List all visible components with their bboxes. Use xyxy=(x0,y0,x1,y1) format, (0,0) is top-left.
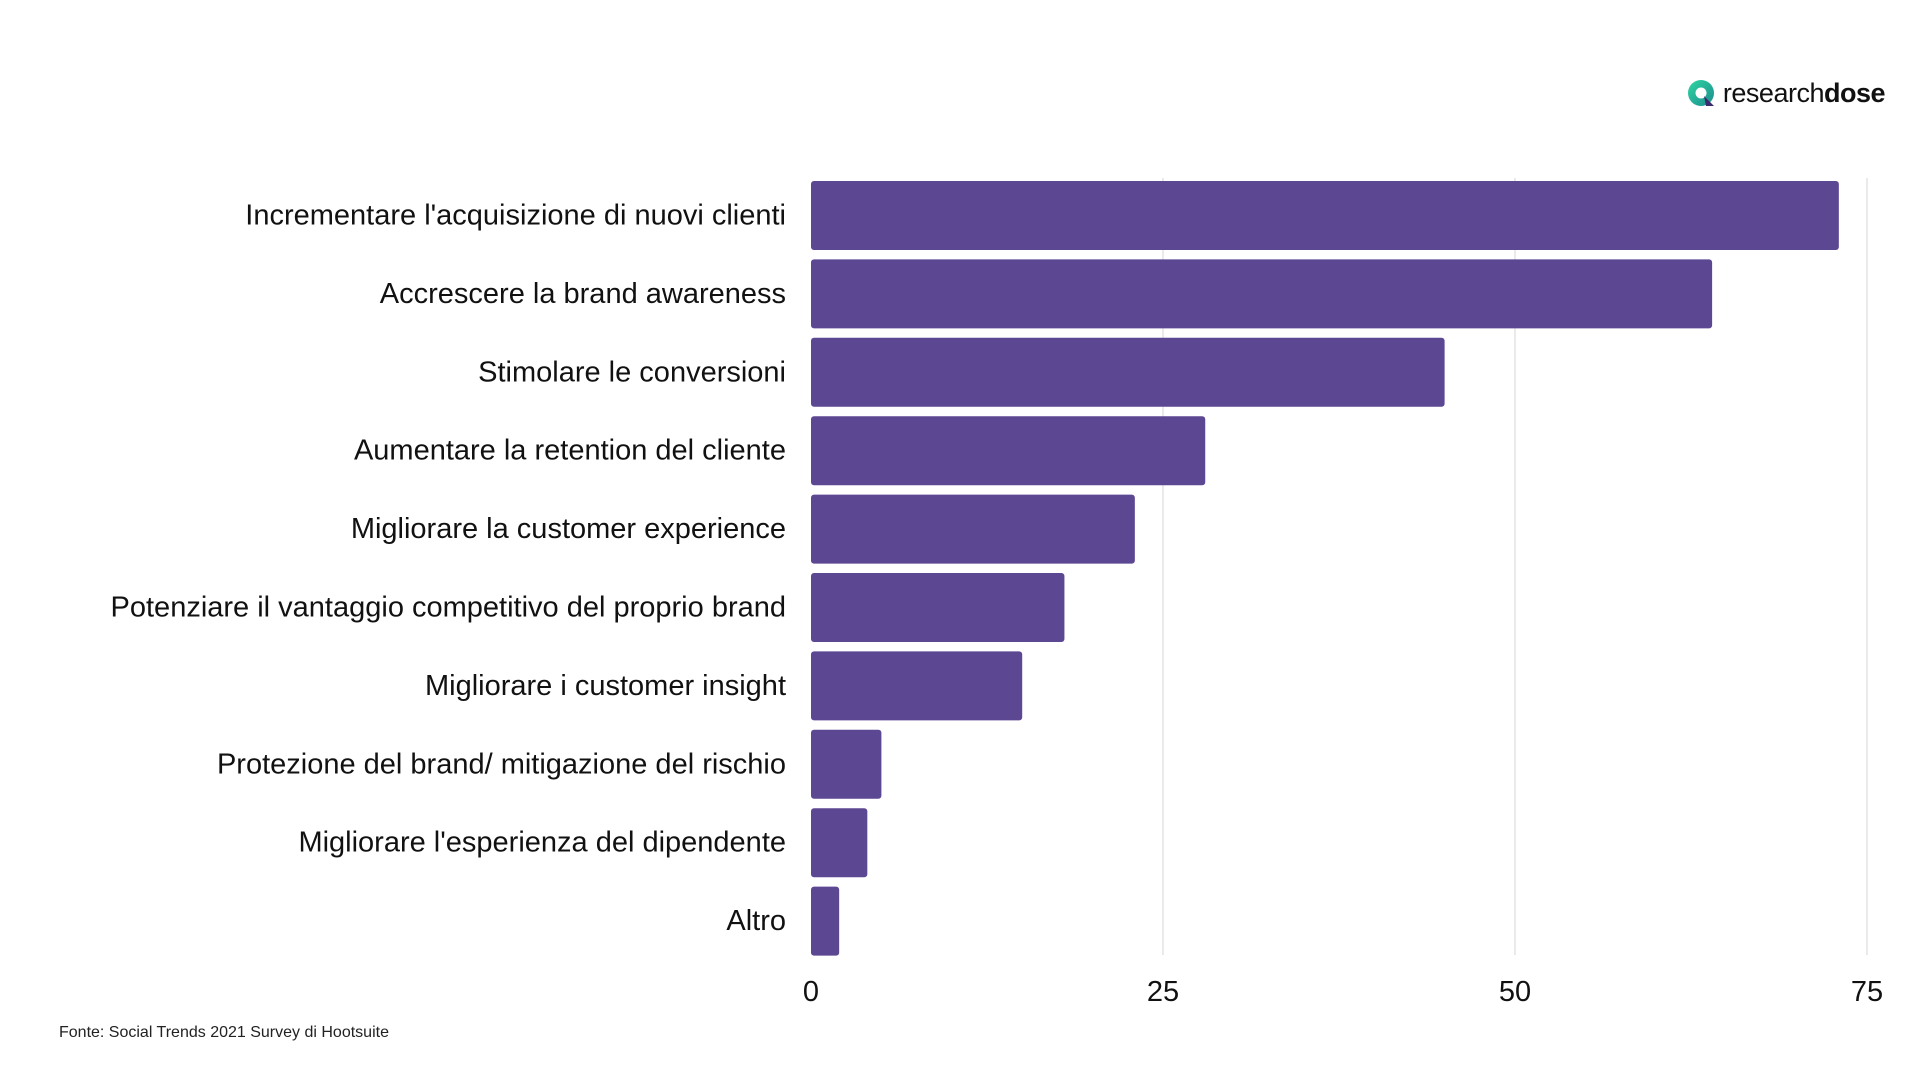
logo-wordmark: researchdose xyxy=(1722,78,1886,109)
bar xyxy=(811,181,1839,250)
bar xyxy=(811,808,868,878)
bar xyxy=(811,651,1023,721)
logo-text-dose: dose xyxy=(1823,78,1886,108)
bar xyxy=(811,337,1445,407)
bar xyxy=(811,729,882,799)
x-axis-tick-labels: 0 25 50 75 xyxy=(803,976,1883,1008)
source-note: Fonte: Social Trends 2021 Survey di Hoot… xyxy=(59,1024,389,1041)
bar xyxy=(811,573,1065,642)
category-label: Accrescere la brand awareness xyxy=(380,278,786,310)
bar xyxy=(811,259,1713,329)
x-tick-label: 75 xyxy=(1851,976,1883,1008)
logo-text-research: research xyxy=(1722,78,1825,108)
bar xyxy=(811,416,1206,486)
category-label: Altro xyxy=(726,905,786,937)
x-tick-label: 50 xyxy=(1499,976,1531,1008)
category-label: Protezione del brand/ mitigazione del ri… xyxy=(217,748,786,780)
category-labels: Incrementare l'acquisizione di nuovi cli… xyxy=(111,200,786,938)
category-label: Incrementare l'acquisizione di nuovi cli… xyxy=(245,200,786,232)
category-label: Migliorare la customer experience xyxy=(351,513,786,545)
bar xyxy=(811,886,840,956)
x-tick-label: 25 xyxy=(1147,976,1179,1008)
researchdose-logo-icon xyxy=(1687,79,1714,106)
category-label: Potenziare il vantaggio competitivo del … xyxy=(111,592,786,624)
category-label: Migliorare l'esperienza del dipendente xyxy=(298,827,786,859)
category-label: Aumentare la retention del cliente xyxy=(354,435,786,467)
bars xyxy=(811,181,1839,956)
x-tick-label: 0 xyxy=(803,976,819,1008)
category-label: Stimolare le conversioni xyxy=(478,356,786,388)
bar xyxy=(811,494,1135,564)
researchdose-logo: researchdose xyxy=(1687,78,1886,109)
category-label: Migliorare i customer insight xyxy=(425,670,786,702)
